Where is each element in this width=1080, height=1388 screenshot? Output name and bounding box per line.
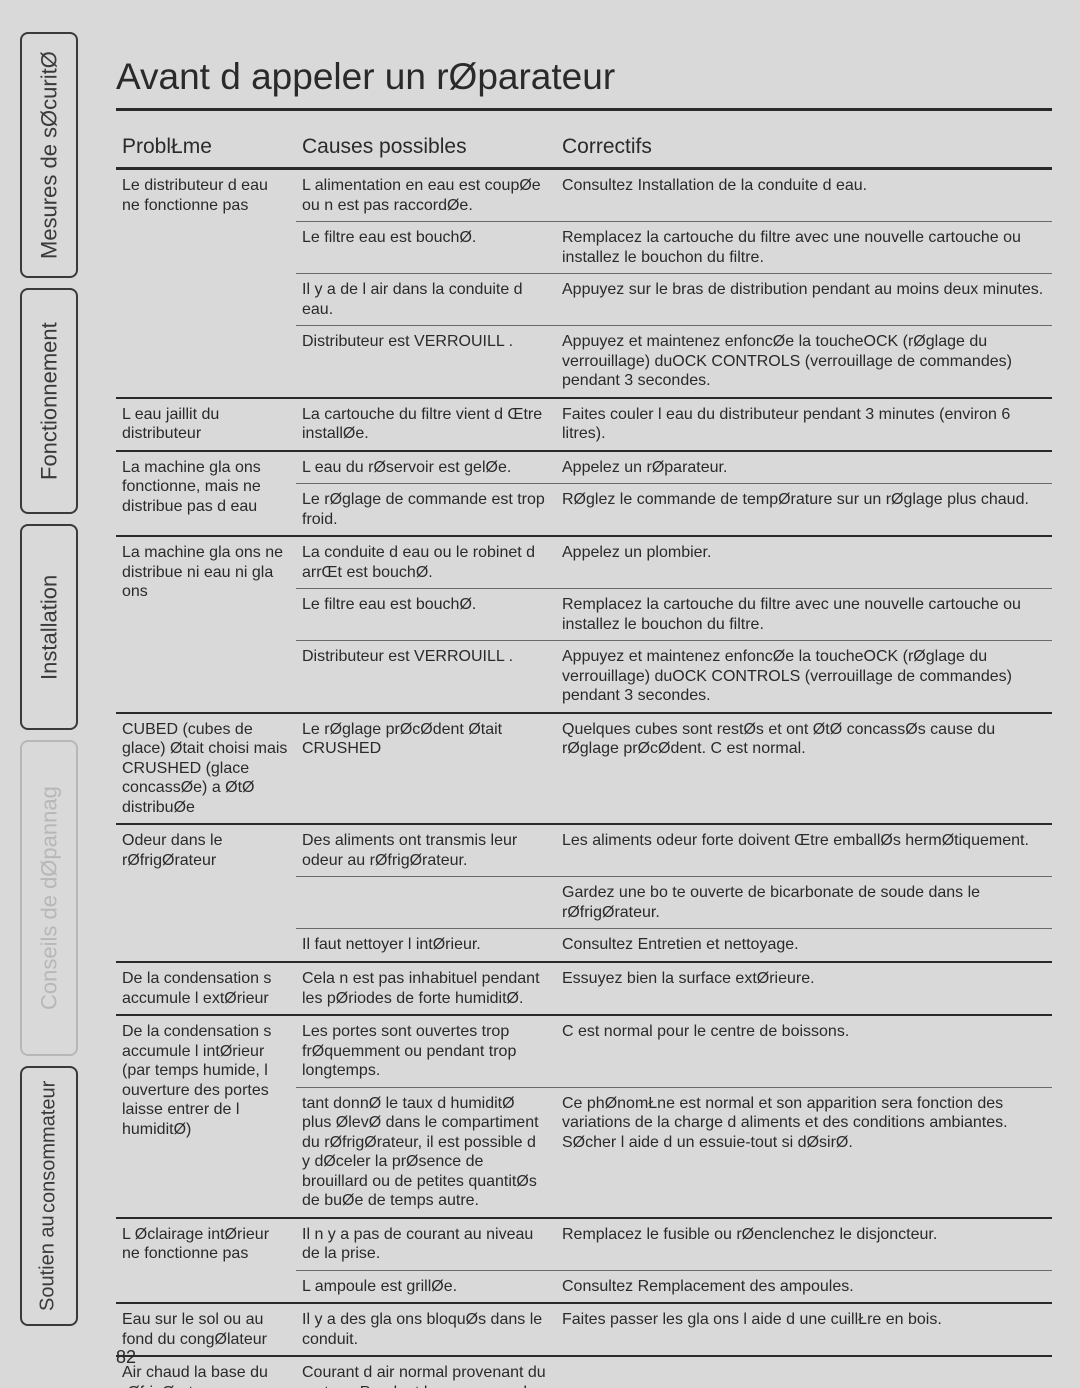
cell-fix: Appelez un rØparateur. (556, 451, 1052, 484)
cell-cause: Courant d air normal provenant du moteur… (296, 1356, 556, 1388)
side-tab[interactable]: Installation (20, 524, 78, 730)
col-problem-header: ProblŁme (116, 129, 296, 169)
page-number: 82 (116, 1347, 136, 1368)
table-row: L eau jaillit du distributeurLa cartouch… (116, 398, 1052, 451)
table-row: La machine gla ons fonctionne, mais ne d… (116, 451, 1052, 484)
table-header-row: ProblŁme Causes possibles Correctifs (116, 129, 1052, 169)
cell-problem: Odeur dans le rØfrigØrateur (116, 824, 296, 962)
cell-fix: Appelez un plombier. (556, 536, 1052, 589)
cell-cause: La cartouche du filtre vient d Œtre inst… (296, 398, 556, 451)
table-row: L Øclairage intØrieur ne fonctionne pasI… (116, 1218, 1052, 1271)
cell-cause: Des aliments ont transmis leur odeur au … (296, 824, 556, 877)
cell-cause: Le rØglage prØcØdent Øtait CRUSHED (296, 713, 556, 825)
cell-fix: RØglez le commande de tempØrature sur un… (556, 484, 1052, 537)
cell-fix: Les aliments odeur forte doivent Œtre em… (556, 824, 1052, 877)
cell-problem: CUBED (cubes de glace) Øtait choisi mais… (116, 713, 296, 825)
table-body: Le distributeur d eau ne fonctionne pasL… (116, 169, 1052, 1388)
cell-fix: Remplacez le fusible ou rØenclenchez le … (556, 1218, 1052, 1271)
cell-cause: Distributeur est VERROUILL . (296, 326, 556, 398)
cell-problem: L Øclairage intØrieur ne fonctionne pas (116, 1218, 296, 1304)
cell-cause: La conduite d eau ou le robinet d arrŒt … (296, 536, 556, 589)
cell-fix: Appuyez et maintenez enfoncØe la toucheO… (556, 641, 1052, 713)
cell-fix: Ce phØnomŁne est normal et son apparitio… (556, 1087, 1052, 1218)
cell-cause: Il faut nettoyer l intØrieur. (296, 929, 556, 962)
col-cause-header: Causes possibles (296, 129, 556, 169)
cell-cause: Cela n est pas inhabituel pendant les pØ… (296, 962, 556, 1015)
side-tab[interactable]: Mesures de sØcuritØ (20, 32, 78, 278)
cell-cause: Il y a de l air dans la conduite d eau. (296, 274, 556, 326)
cell-fix: Faites passer les gla ons l aide d une c… (556, 1303, 1052, 1356)
col-fix-header: Correctifs (556, 129, 1052, 169)
cell-problem: La machine gla ons fonctionne, mais ne d… (116, 451, 296, 537)
cell-cause: Distributeur est VERROUILL . (296, 641, 556, 713)
cell-cause: Le filtre eau est bouchØ. (296, 589, 556, 641)
cell-problem: Air chaud la base du rØfrigØrateur (116, 1356, 296, 1388)
cell-fix: Essuyez bien la surface extØrieure. (556, 962, 1052, 1015)
content-area: Avant d appeler un rØparateur ProblŁme C… (116, 56, 1052, 1388)
cell-fix: Consultez Installation de la conduite d … (556, 169, 1052, 222)
cell-problem: De la condensation s accumule l intØrieu… (116, 1015, 296, 1218)
table-row: De la condensation s accumule l intØrieu… (116, 1015, 1052, 1087)
side-tab[interactable]: Conseils de dØpannag (20, 740, 78, 1056)
cell-fix: Remplacez la cartouche du filtre avec un… (556, 589, 1052, 641)
cell-fix: Appuyez sur le bras de distribution pend… (556, 274, 1052, 326)
cell-cause: Le filtre eau est bouchØ. (296, 222, 556, 274)
side-tab[interactable]: Fonctionnement (20, 288, 78, 514)
cell-problem: Eau sur le sol ou au fond du congØlateur (116, 1303, 296, 1356)
cell-fix: Consultez Entretien et nettoyage. (556, 929, 1052, 962)
table-row: CUBED (cubes de glace) Øtait choisi mais… (116, 713, 1052, 825)
cell-cause: L eau du rØservoir est gelØe. (296, 451, 556, 484)
cell-cause (296, 877, 556, 929)
cell-cause: Le rØglage de commande est trop froid. (296, 484, 556, 537)
table-row: Eau sur le sol ou au fond du congØlateur… (116, 1303, 1052, 1356)
cell-problem: De la condensation s accumule l extØrieu… (116, 962, 296, 1015)
cell-problem: La machine gla ons ne distribue ni eau n… (116, 536, 296, 713)
cell-fix: Remplacez la cartouche du filtre avec un… (556, 222, 1052, 274)
troubleshooting-table: ProblŁme Causes possibles Correctifs Le … (116, 129, 1052, 1388)
cell-fix: Appuyez et maintenez enfoncØe la toucheO… (556, 326, 1052, 398)
cell-problem: Le distributeur d eau ne fonctionne pas (116, 169, 296, 398)
table-row: Le distributeur d eau ne fonctionne pasL… (116, 169, 1052, 222)
page: Mesures de sØcuritØ Fonctionnement Install… (0, 0, 1080, 1388)
table-row: De la condensation s accumule l extØrieu… (116, 962, 1052, 1015)
page-title: Avant d appeler un rØparateur (116, 56, 1052, 111)
cell-cause: Les portes sont ouvertes trop frØquemmen… (296, 1015, 556, 1087)
cell-fix (556, 1356, 1052, 1388)
side-tab[interactable]: Soutien auconsommateur (20, 1066, 78, 1326)
cell-fix: Faites couler l eau du distributeur pend… (556, 398, 1052, 451)
side-tab-rail: Mesures de sØcuritØ Fonctionnement Install… (20, 32, 78, 1368)
cell-fix: Consultez Remplacement des ampoules. (556, 1270, 1052, 1303)
cell-cause: L ampoule est grillØe. (296, 1270, 556, 1303)
cell-cause: tant donnØ le taux d humiditØ plus ØlevØ… (296, 1087, 556, 1218)
cell-cause: Il y a des gla ons bloquØs dans le condu… (296, 1303, 556, 1356)
cell-fix: Gardez une bo te ouverte de bicarbonate … (556, 877, 1052, 929)
cell-cause: L alimentation en eau est coupØe ou n es… (296, 169, 556, 222)
cell-fix: C est normal pour le centre de boissons. (556, 1015, 1052, 1087)
cell-problem: L eau jaillit du distributeur (116, 398, 296, 451)
table-row: Air chaud la base du rØfrigØrateurCouran… (116, 1356, 1052, 1388)
side-tab-label: consommateur (39, 1081, 60, 1213)
side-tab-label: Soutien au (38, 1215, 59, 1311)
cell-cause: Il n y a pas de courant au niveau de la … (296, 1218, 556, 1271)
table-row: La machine gla ons ne distribue ni eau n… (116, 536, 1052, 589)
cell-fix: Quelques cubes sont restØs et ont ØtØ co… (556, 713, 1052, 825)
table-row: Odeur dans le rØfrigØrateurDes aliments … (116, 824, 1052, 877)
